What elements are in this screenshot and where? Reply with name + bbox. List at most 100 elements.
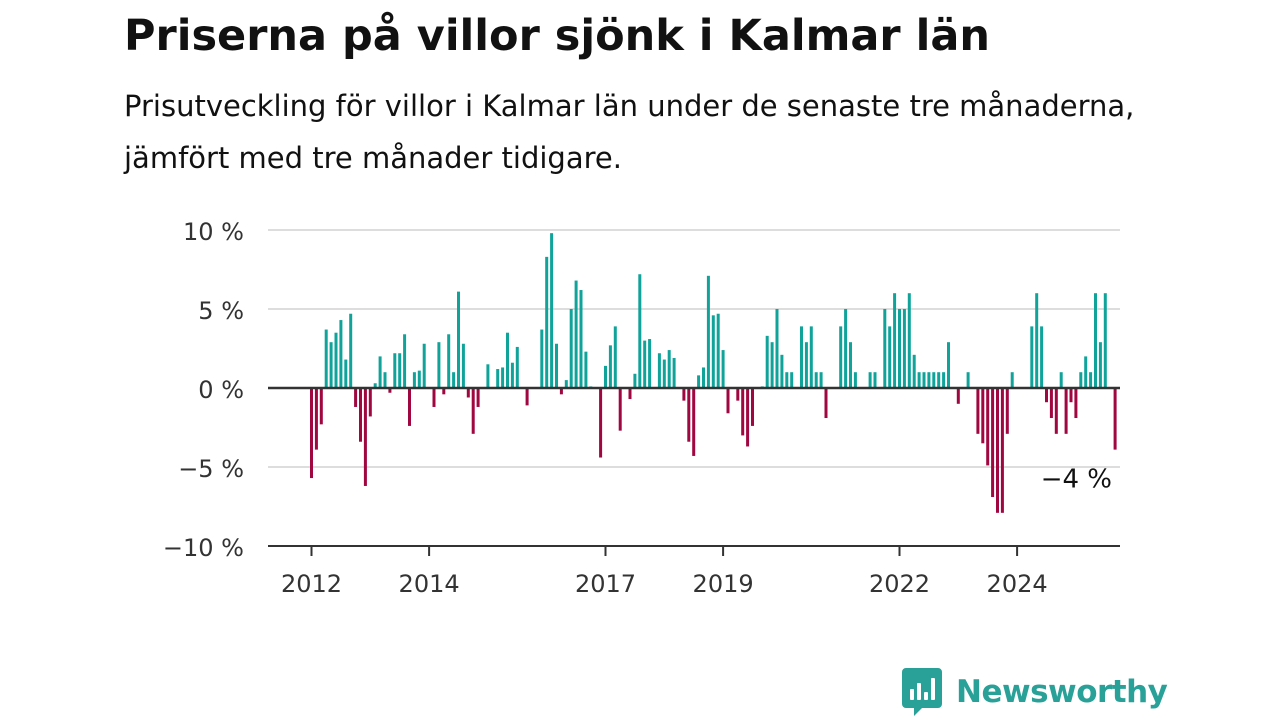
bar [339,320,343,388]
bar [638,274,642,388]
bar [368,388,372,417]
bar [1049,388,1053,419]
bar [888,326,892,388]
bar [349,313,353,388]
bar [501,367,505,388]
bar [412,372,416,388]
bar [976,388,980,434]
bar [942,372,946,388]
bar [1074,388,1078,419]
bar [383,372,387,388]
newsworthy-logo-text: Newsworthy [956,674,1168,710]
bar [608,345,612,388]
bar [496,369,500,388]
bar [790,372,794,388]
bar [1010,372,1014,388]
bar [324,329,328,388]
bar [1054,388,1058,434]
newsworthy-logo: Newsworthy [902,668,1168,716]
bar [1035,293,1039,388]
bar [868,372,872,388]
bar [1094,293,1097,388]
bar [697,375,701,388]
bar [819,372,823,388]
y-tick-label: −5 % [178,455,244,483]
bar [986,388,990,466]
bar [736,388,740,401]
y-tick-label: 10 % [183,218,244,246]
bar [447,334,451,388]
x-tick-label: 2019 [693,570,754,598]
newsworthy-logo-icon [902,668,942,716]
bar [564,380,568,388]
bar [898,309,901,388]
bar [442,388,446,395]
bar [844,309,848,388]
bar [555,343,558,388]
bar [579,290,583,388]
bar [746,388,750,447]
bar [540,329,544,388]
bar [1064,388,1068,434]
bar [584,351,588,388]
bar [452,372,456,388]
bar [515,346,519,388]
bar [1005,388,1009,434]
bar [1113,388,1117,450]
bar [751,388,754,426]
bar [706,275,710,388]
bar [1069,388,1073,403]
bar [1103,293,1107,388]
bar [359,388,362,442]
bar [716,313,720,388]
x-tick-label: 2012 [281,570,342,598]
bar [643,340,647,388]
bar [403,334,407,388]
y-tick-label: 0 % [198,376,244,404]
bar [628,388,632,400]
x-tick-label: 2017 [575,570,636,598]
bar [574,280,578,388]
bar [373,383,377,388]
bar [471,388,475,434]
bar [956,388,960,404]
bar [506,332,509,388]
bar [437,342,441,388]
bar [461,343,465,388]
bar [319,388,323,425]
bar [927,372,931,388]
bar [785,372,789,388]
y-tick-label: −10 % [163,534,244,562]
bar [902,309,906,388]
bar [809,326,813,388]
bar [711,315,715,388]
bar [873,372,877,388]
bar [853,372,857,388]
bar [800,326,803,388]
bar [1000,388,1004,513]
bar [408,388,411,426]
bar [996,388,999,513]
bar [947,342,950,388]
y-tick-label: 5 % [198,297,244,325]
bar [1089,372,1093,388]
bar [662,359,666,388]
bar [510,362,514,388]
bar [775,309,779,388]
bar [991,388,995,498]
bar [692,388,696,456]
bar [765,335,769,388]
bar [545,256,549,388]
bar [314,388,318,450]
bar [378,356,382,388]
bar [613,326,617,388]
bar [354,388,358,407]
bar [804,342,808,388]
x-tick-label: 2024 [987,570,1048,598]
bar [466,388,470,398]
bar [780,354,784,388]
bar [981,388,985,444]
bar [604,365,607,388]
bar [417,370,421,388]
